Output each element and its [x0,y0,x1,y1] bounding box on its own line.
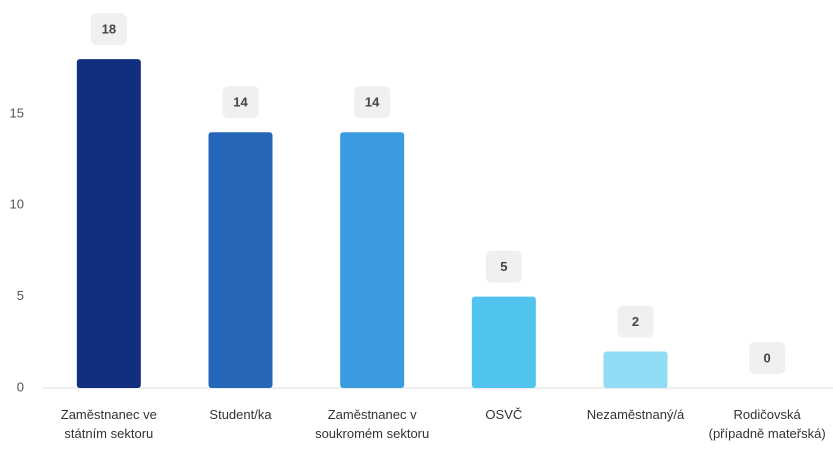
x-tick-label: Rodičovská (případně mateřská) [708,407,826,441]
value-label: 0 [764,350,771,365]
value-label: 2 [632,314,639,329]
bar [340,132,405,388]
y-tick-label: 5 [17,288,24,303]
value-label: 5 [500,259,507,274]
value-label-box [485,250,522,283]
value-label: 14 [365,95,380,110]
y-tick-label: 15 [10,105,24,120]
value-label-box [354,86,391,119]
bar [603,351,668,388]
y-tick-label: 0 [17,379,24,394]
value-label: 18 [102,22,116,37]
bar [76,59,141,388]
y-tick-label: 10 [10,197,24,212]
x-tick-label: Zaměstnanec ve státním sektoru [60,407,157,441]
x-tick-label: Zaměstnanec v soukromém sektoru [315,407,430,441]
x-tick-label: Nezaměstnaný/á [586,407,685,422]
x-tick-label: OSVČ [485,407,523,422]
x-tick-label: Student/ka [209,407,272,422]
value-label-box [617,305,654,338]
value-label: 14 [233,95,248,110]
value-label-box [222,86,259,119]
value-label-box [90,13,127,46]
bar [471,296,536,388]
bar [208,132,273,388]
value-label-box [749,342,786,374]
